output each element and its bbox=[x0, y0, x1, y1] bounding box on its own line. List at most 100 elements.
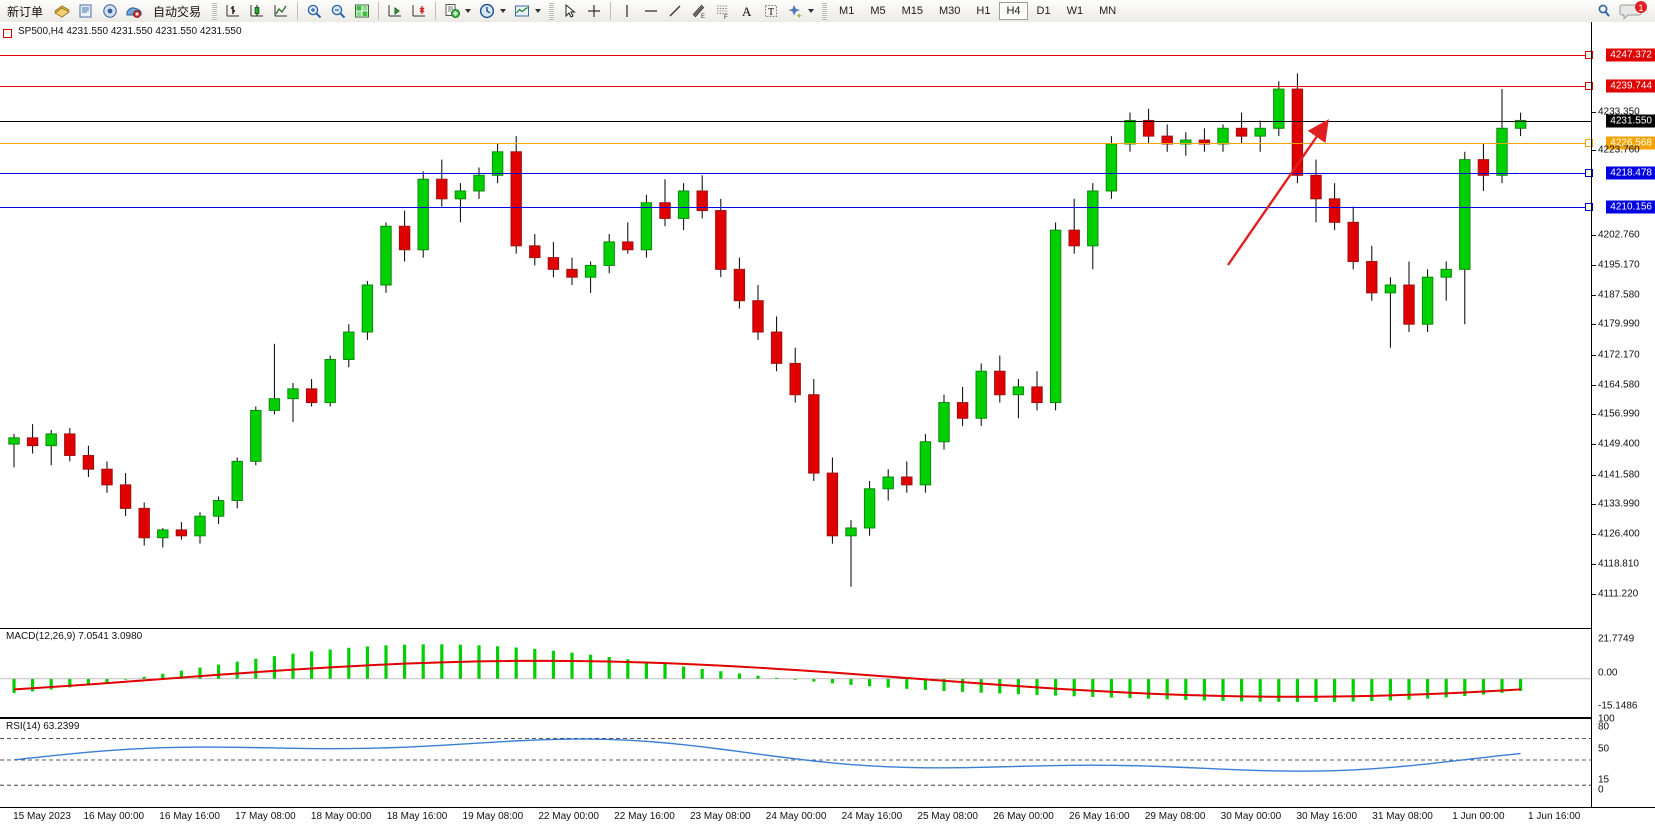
macd-subwindow[interactable]: MACD(12,26,9) 7.0541 3.0980 bbox=[0, 628, 1592, 718]
toolbar-grip[interactable] bbox=[212, 2, 218, 20]
price-tick-label: 4187.580 bbox=[1598, 289, 1640, 300]
price-tick-label: 4233.350 bbox=[1598, 106, 1640, 118]
price-line-support[interactable] bbox=[0, 173, 1592, 174]
macd-label: MACD(12,26,9) 7.0541 3.0980 bbox=[6, 631, 143, 642]
price-tag-last-price[interactable]: 4231.550 bbox=[1606, 114, 1655, 128]
tile-windows-icon[interactable] bbox=[350, 1, 374, 21]
new-order-button[interactable]: 新订单 bbox=[0, 1, 50, 21]
autotrading-label: 自动交易 bbox=[153, 4, 202, 19]
fibonacci-icon[interactable]: F bbox=[711, 1, 735, 21]
timeframe-w1[interactable]: W1 bbox=[1066, 5, 1084, 17]
svg-text:A: A bbox=[742, 4, 752, 19]
templates-icon[interactable] bbox=[510, 1, 534, 21]
price-tick bbox=[1592, 354, 1596, 356]
price-line-order[interactable] bbox=[0, 143, 1592, 144]
crosshair-icon[interactable] bbox=[582, 1, 606, 21]
autotrading-icon[interactable] bbox=[122, 1, 146, 21]
auto-scroll-icon[interactable] bbox=[407, 1, 431, 21]
price-tick bbox=[1592, 534, 1596, 536]
chevron-down-icon[interactable] bbox=[808, 9, 815, 13]
timeframe-m30[interactable]: M30 bbox=[939, 5, 961, 17]
chevron-down-icon[interactable] bbox=[535, 9, 542, 13]
rsi-scale-label: 15 bbox=[1598, 774, 1610, 786]
price-tick-label: 4195.170 bbox=[1598, 259, 1640, 271]
search-icon[interactable] bbox=[1595, 2, 1613, 20]
price-line-handle[interactable] bbox=[1585, 51, 1593, 59]
price-line-support[interactable] bbox=[0, 207, 1592, 208]
price-line-last-price[interactable] bbox=[0, 121, 1592, 122]
price-tick bbox=[1592, 593, 1596, 595]
price-tag-order[interactable]: 4226.568 bbox=[1606, 136, 1655, 150]
chevron-down-icon[interactable] bbox=[500, 9, 507, 13]
macd-scale-label: -15.1486 bbox=[1598, 700, 1638, 712]
bar-chart-icon[interactable] bbox=[221, 1, 245, 21]
autotrading-button[interactable]: 自动交易 bbox=[146, 1, 208, 21]
price-tick bbox=[1592, 474, 1596, 476]
navigator-icon[interactable] bbox=[98, 1, 122, 21]
timeframe-h4[interactable]: H4 bbox=[999, 2, 1028, 20]
time-tick-label: 23 May 08:00 bbox=[689, 811, 751, 822]
timeframe-h1[interactable]: H1 bbox=[976, 5, 991, 17]
time-tick-label: 29 May 08:00 bbox=[1144, 811, 1206, 822]
price-axis[interactable]: 4233.350 4223.760 4202.760 4195.170 4187.580… bbox=[1591, 22, 1655, 807]
text-label-icon[interactable]: T bbox=[759, 1, 783, 21]
toolbar-grip[interactable] bbox=[822, 2, 828, 20]
equidistant-channel-icon[interactable]: E bbox=[687, 1, 711, 21]
zoom-out-icon[interactable] bbox=[326, 1, 350, 21]
text-icon[interactable]: A bbox=[735, 1, 759, 21]
cursor-icon[interactable] bbox=[558, 1, 582, 21]
market-watch-icon[interactable] bbox=[74, 1, 98, 21]
period-icon[interactable] bbox=[475, 1, 499, 21]
time-tick-label: 18 May 16:00 bbox=[386, 811, 448, 822]
rsi-subwindow[interactable]: RSI(14) 63.2399 bbox=[0, 718, 1592, 807]
indicators-icon[interactable] bbox=[440, 1, 464, 21]
toolbar-separator bbox=[435, 2, 437, 20]
time-tick-label: 22 May 00:00 bbox=[538, 811, 599, 822]
time-tick-label: 16 May 16:00 bbox=[159, 811, 220, 822]
timeframe-mn[interactable]: MN bbox=[1099, 5, 1117, 17]
chat-icon[interactable]: 1 bbox=[1619, 1, 1649, 21]
timeframe-m5[interactable]: M5 bbox=[870, 5, 886, 17]
price-tag-support[interactable]: 4210.156 bbox=[1606, 200, 1655, 214]
price-tag-support[interactable]: 4218.478 bbox=[1606, 166, 1655, 180]
new-order-label: 新订单 bbox=[7, 4, 44, 19]
zoom-in-icon[interactable] bbox=[302, 1, 326, 21]
timeframe-m15[interactable]: M15 bbox=[901, 5, 923, 17]
trendline-icon[interactable] bbox=[663, 1, 687, 21]
object-anchor-marker[interactable] bbox=[3, 29, 12, 38]
horizontal-line-icon[interactable] bbox=[639, 1, 663, 21]
svg-text:F: F bbox=[724, 15, 728, 20]
chart-shift-icon[interactable] bbox=[383, 1, 407, 21]
price-line-resistance[interactable] bbox=[0, 86, 1592, 87]
chevron-down-icon[interactable] bbox=[465, 9, 472, 13]
candlestick-chart-icon[interactable] bbox=[245, 1, 269, 21]
price-tick bbox=[1592, 264, 1596, 266]
time-tick-label: 24 May 16:00 bbox=[841, 811, 903, 822]
timeframe-d1[interactable]: D1 bbox=[1036, 5, 1051, 17]
price-tag-resistance[interactable]: 4239.744 bbox=[1606, 79, 1655, 93]
time-tick-label: 31 May 08:00 bbox=[1372, 811, 1433, 822]
shapes-icon[interactable] bbox=[783, 1, 807, 21]
toolbar-grip[interactable] bbox=[549, 2, 555, 20]
time-tick-label: 30 May 16:00 bbox=[1296, 811, 1358, 822]
price-tick bbox=[1592, 504, 1596, 506]
time-axis[interactable]: 15 May 2023 16 May 00:00 16 May 16:00 17 Ma… bbox=[0, 807, 1655, 830]
macd-scale-label: 21.7749 bbox=[1598, 633, 1635, 645]
price-line-handle[interactable] bbox=[1585, 169, 1593, 177]
price-tick bbox=[1592, 324, 1596, 326]
price-line-handle[interactable] bbox=[1585, 139, 1593, 147]
vertical-line-icon[interactable] bbox=[615, 1, 639, 21]
time-tick-label: 22 May 16:00 bbox=[614, 811, 675, 822]
time-tick-label: 15 May 2023 bbox=[13, 811, 71, 822]
time-tick-label: 1 Jun 00:00 bbox=[1452, 811, 1505, 822]
price-line-handle[interactable] bbox=[1585, 203, 1593, 211]
line-chart-icon[interactable] bbox=[269, 1, 293, 21]
chart-canvas[interactable]: SP500,H4 4231.550 4231.550 4231.550 4231… bbox=[0, 22, 1655, 829]
profiles-icon[interactable] bbox=[50, 1, 74, 21]
timeframe-m1[interactable]: M1 bbox=[839, 5, 855, 17]
price-tick-label: 4156.990 bbox=[1598, 408, 1640, 420]
price-line-resistance[interactable] bbox=[0, 55, 1592, 56]
price-line-handle[interactable] bbox=[1585, 82, 1593, 90]
time-tick-label: 26 May 16:00 bbox=[1069, 811, 1130, 822]
price-tag-resistance[interactable]: 4247.372 bbox=[1606, 48, 1655, 62]
